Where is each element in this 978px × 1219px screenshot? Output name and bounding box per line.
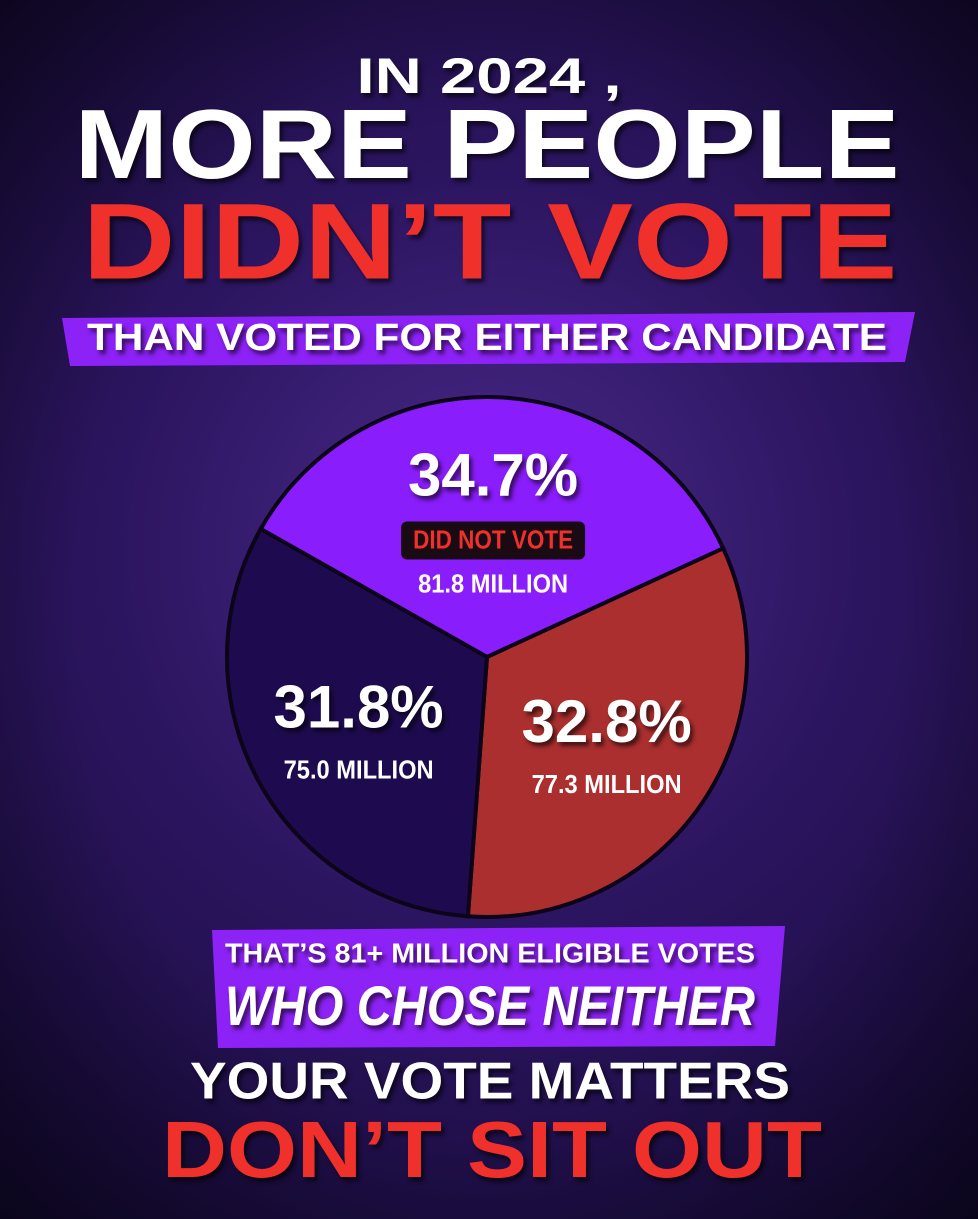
secondary-label: 77.3 MILLION bbox=[532, 769, 682, 799]
brush-band bbox=[62, 312, 915, 366]
category-badge bbox=[401, 521, 586, 560]
footer-line: THAT’S 81+ MILLION ELIGIBLE VOTES bbox=[225, 937, 755, 968]
category-label: DID NOT VOTE bbox=[413, 524, 573, 554]
secondary-label: 81.8 MILLION bbox=[418, 568, 568, 598]
brush-band bbox=[212, 926, 785, 1048]
secondary-label: 75.0 MILLION bbox=[284, 755, 434, 785]
subheadline: THAN VOTED FOR EITHER CANDIDATE bbox=[87, 317, 887, 359]
footer-line: YOUR VOTE MATTERS bbox=[190, 1053, 790, 1111]
headline-line: MORE PEOPLE bbox=[75, 89, 900, 199]
value-label: 32.8% bbox=[522, 688, 692, 755]
value-label: 31.8% bbox=[274, 674, 444, 741]
pie-slice bbox=[465, 545, 749, 919]
headline-line: DIDN’T VOTE bbox=[83, 181, 898, 302]
footer-call: DON’T SIT OUT bbox=[162, 1105, 822, 1194]
headline-line: IN 2024 , bbox=[357, 48, 622, 104]
headline: IN 2024 , MORE PEOPLE DIDN’T VOTE THAN V… bbox=[75, 48, 900, 359]
pie-slice bbox=[225, 526, 490, 919]
footer: THAT’S 81+ MILLION ELIGIBLE VOTES WHO CH… bbox=[162, 937, 822, 1194]
pie: 34.7% DID NOT VOTE 81.8 MILLION 32.8% 77.3 M… bbox=[225, 395, 749, 919]
value-label: 34.7% bbox=[408, 441, 578, 508]
footer-emphasis: WHO CHOSE NEITHER bbox=[225, 974, 755, 1037]
